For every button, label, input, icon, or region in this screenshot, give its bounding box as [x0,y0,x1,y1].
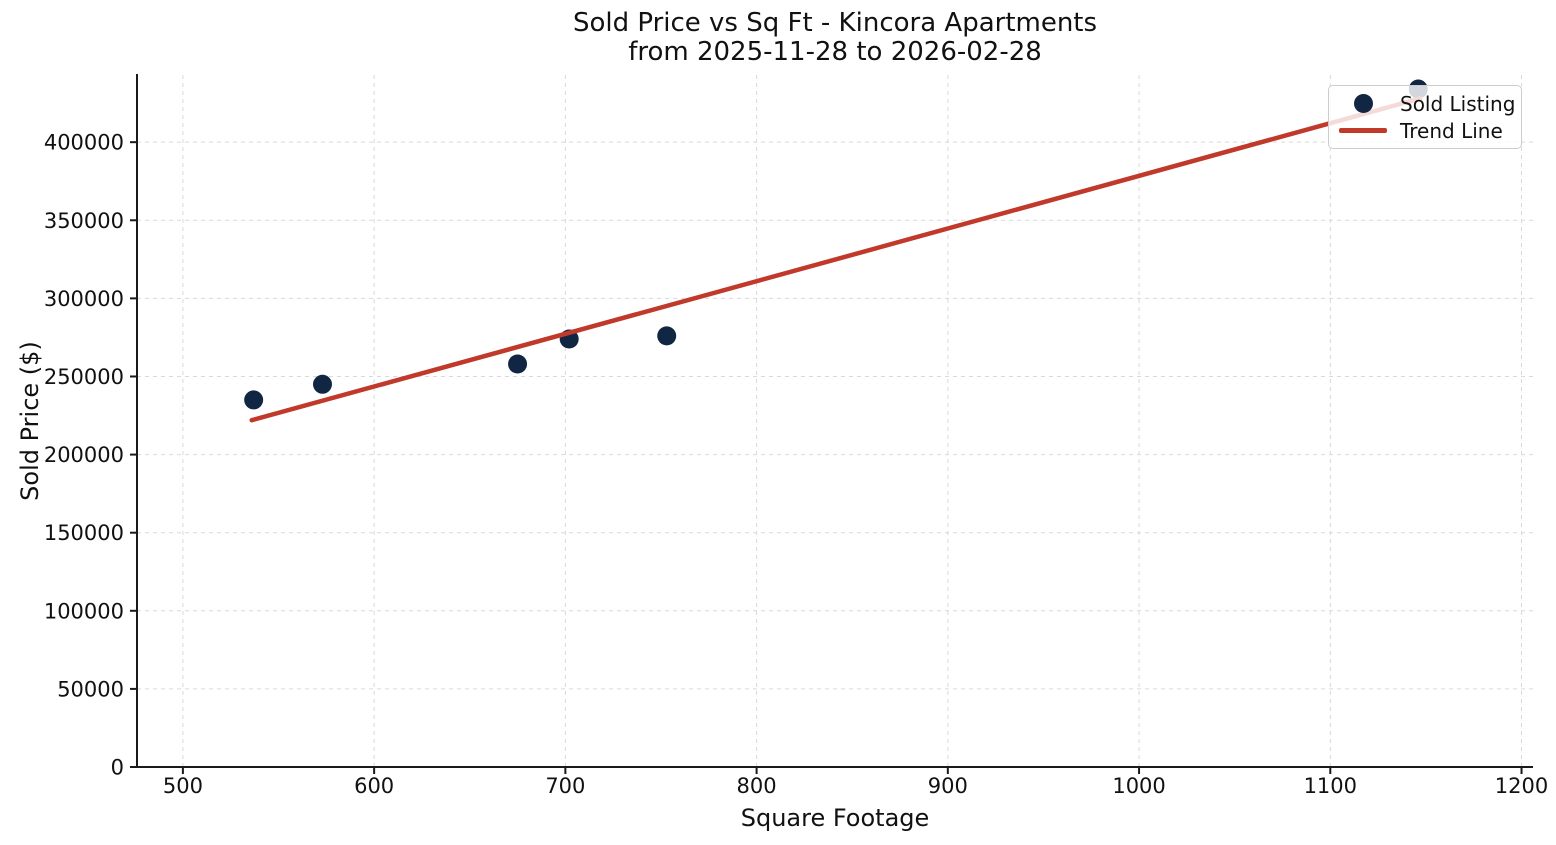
y-tick-label: 100000 [44,599,124,623]
y-tick-label: 250000 [44,365,124,389]
y-tick-label: 300000 [44,287,124,311]
scatter-dot-icon [1353,94,1373,113]
legend-item-sold-listing: Sold Listing [1339,90,1516,117]
y-tick-label: 150000 [44,521,124,545]
sold-listing-marker-icon [1339,94,1387,113]
scatter-point [312,374,332,394]
y-tick-label: 50000 [57,677,124,701]
legend: Sold Listing Trend Line [1328,85,1522,149]
scatter-point [508,354,528,374]
legend-label-sold-listing: Sold Listing [1400,91,1516,116]
trend-line-marker-icon [1339,128,1387,133]
chart-title: Sold Price vs Sq Ft - Kincora Apartments… [137,9,1533,67]
trend-line-icon [1339,128,1387,133]
x-axis-label: Square Footage [740,804,930,832]
y-tick-label: 400000 [44,131,124,155]
x-tick-label: 900 [928,774,968,798]
chart-title-line2: from 2025-11-28 to 2026-02-28 [628,37,1042,67]
y-tick-label: 0 [111,756,124,780]
trend-line [249,96,1423,423]
x-tick-label: 1000 [1112,774,1165,798]
x-tick-label: 600 [354,774,394,798]
x-tick-label: 500 [163,774,203,798]
x-tick-label: 1100 [1304,774,1357,798]
y-tick-label: 200000 [44,443,124,467]
chart-title-line1: Sold Price vs Sq Ft - Kincora Apartments [572,8,1098,38]
legend-item-trend-line: Trend Line [1339,117,1513,144]
x-tick-label: 700 [545,774,585,798]
y-tick-label: 350000 [44,209,124,233]
scatter-point [244,390,264,410]
y-axis-label: Sold Price ($) [16,341,44,501]
x-tick-label: 800 [737,774,777,798]
legend-label-trend-line: Trend Line [1400,118,1503,143]
scatter-point [657,326,677,346]
x-tick-label: 1200 [1495,774,1548,798]
